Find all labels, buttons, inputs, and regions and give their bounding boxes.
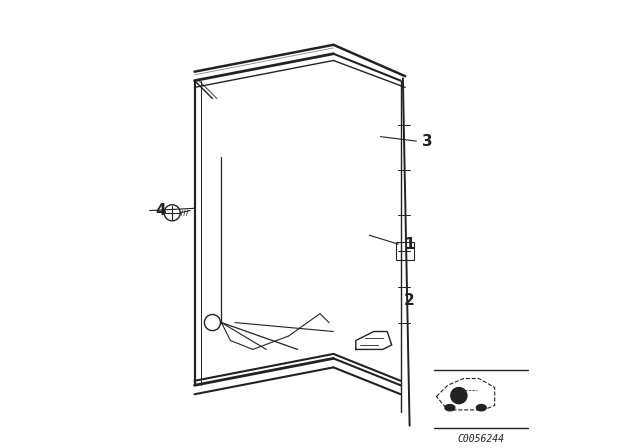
Ellipse shape [476,405,486,411]
Bar [396,242,414,260]
Text: 1: 1 [404,237,415,252]
Circle shape [451,388,467,404]
Text: 3: 3 [422,134,433,149]
Text: 2: 2 [404,293,415,308]
Ellipse shape [445,405,455,411]
Text: C0056244: C0056244 [458,434,505,444]
Text: 4: 4 [156,203,166,218]
